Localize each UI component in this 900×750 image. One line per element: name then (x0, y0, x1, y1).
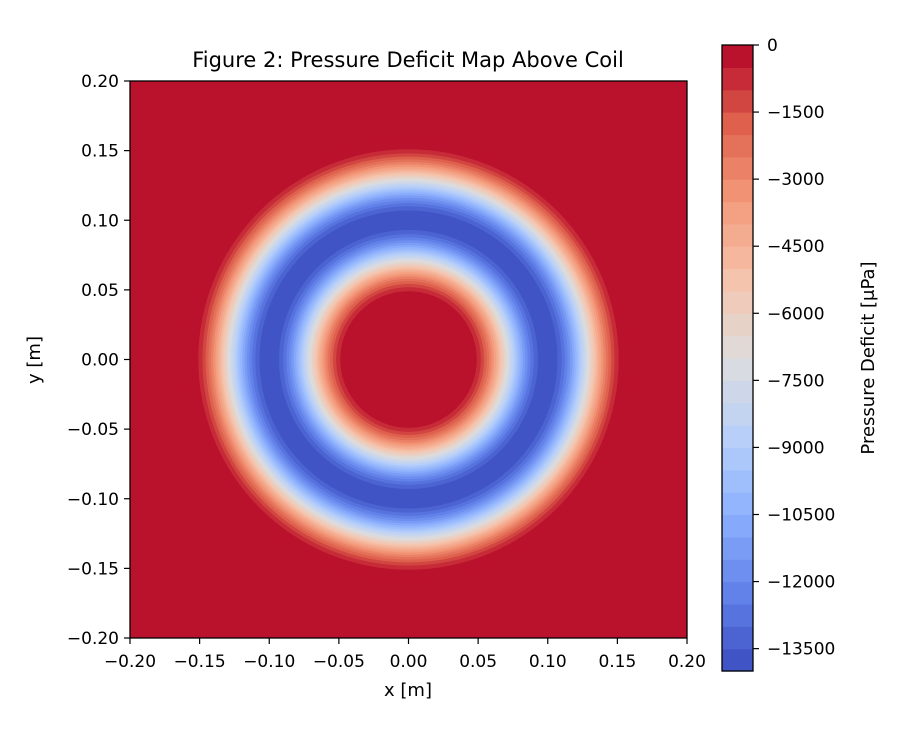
colorbar-band (722, 45, 753, 68)
colorbar-band (722, 626, 753, 650)
colorbar-band (722, 89, 753, 113)
y-tick-label: −0.15 (67, 559, 119, 579)
colorbar-band (722, 112, 753, 136)
colorbar-tick-label: −13500 (767, 640, 835, 660)
x-tick-label: 0.20 (668, 652, 706, 672)
colorbar-tick-label: −1500 (767, 103, 825, 123)
colorbar-tick-label: 0 (767, 36, 778, 56)
chart-title: Figure 2: Pressure Deficit Map Above Coi… (192, 48, 624, 72)
colorbar-band (722, 134, 753, 158)
colorbar-band (722, 67, 753, 91)
colorbar: 0 −1500 −3000 −4500 −6000 −7500 −9000 −10500 −12… (721, 36, 879, 672)
y-tick-label: −0.20 (67, 629, 119, 649)
colorbar-band (722, 581, 753, 605)
y-tick-label: 0.05 (81, 281, 119, 301)
x-tick-label: 0.05 (459, 652, 497, 672)
x-tick-label: 0.15 (598, 652, 636, 672)
x-axis-label: x [m] (384, 680, 432, 701)
colorbar-band (722, 246, 753, 270)
colorbar-band (722, 290, 753, 314)
contour-plot-area (130, 81, 687, 638)
colorbar-band (722, 223, 753, 247)
y-tick-label: 0.20 (81, 72, 119, 92)
y-tick-label: 0.00 (81, 351, 119, 371)
x-tick-label: −0.20 (104, 652, 156, 672)
x-tick-label: 0.10 (529, 652, 567, 672)
colorbar-band (722, 335, 753, 359)
colorbar-tick-label: −3000 (767, 170, 825, 190)
colorbar-band (722, 380, 753, 404)
colorbar-band (722, 536, 753, 560)
y-tick-label: −0.05 (67, 420, 119, 440)
colorbar-tick-label: −9000 (767, 438, 825, 458)
colorbar-band (722, 179, 753, 203)
y-tick-label: −0.10 (67, 490, 119, 510)
colorbar-band (722, 603, 753, 627)
colorbar-tick-label: −4500 (767, 237, 825, 257)
x-tick-label: −0.05 (313, 652, 365, 672)
x-tick-label: 0.00 (390, 652, 428, 672)
y-axis-ticks: −0.20 −0.15 −0.10 −0.05 0.00 0.05 0.10 0.15 0.20 (67, 72, 130, 649)
contour-bands (188, 139, 629, 580)
colorbar-label: Pressure Deficit [μPa] (858, 261, 879, 454)
colorbar-band (722, 425, 753, 449)
colorbar-tick-label: −7500 (767, 371, 825, 391)
colorbar-tick-label: −6000 (767, 304, 825, 324)
colorbar-band (722, 492, 753, 516)
colorbar-ticks: 0 −1500 −3000 −4500 −6000 −7500 −9000 −10500 −12… (753, 36, 835, 660)
colorbar-band (722, 313, 753, 337)
x-tick-label: −0.15 (174, 652, 226, 672)
contour-band-inner (340, 291, 477, 428)
colorbar-band (722, 402, 753, 426)
colorbar-frame (721, 44, 754, 672)
colorbar-band (722, 559, 753, 583)
colorbar-bands (722, 45, 753, 672)
colorbar-tick-label: −10500 (767, 506, 835, 526)
colorbar-band (722, 447, 753, 471)
colorbar-band (722, 648, 753, 672)
colorbar-band (722, 201, 753, 225)
colorbar-band (722, 469, 753, 493)
colorbar-band (722, 156, 753, 180)
y-tick-label: 0.10 (81, 211, 119, 231)
x-tick-label: −0.10 (243, 652, 295, 672)
colorbar-band (722, 358, 753, 381)
y-tick-label: 0.15 (81, 142, 119, 162)
colorbar-tick-label: −12000 (767, 573, 835, 593)
x-axis-ticks: −0.20 −0.15 −0.10 −0.05 0.00 0.05 0.10 0.15 0.20 (104, 638, 706, 672)
colorbar-band (722, 514, 753, 538)
colorbar-band (722, 268, 753, 292)
y-axis-label: y [m] (24, 336, 45, 384)
